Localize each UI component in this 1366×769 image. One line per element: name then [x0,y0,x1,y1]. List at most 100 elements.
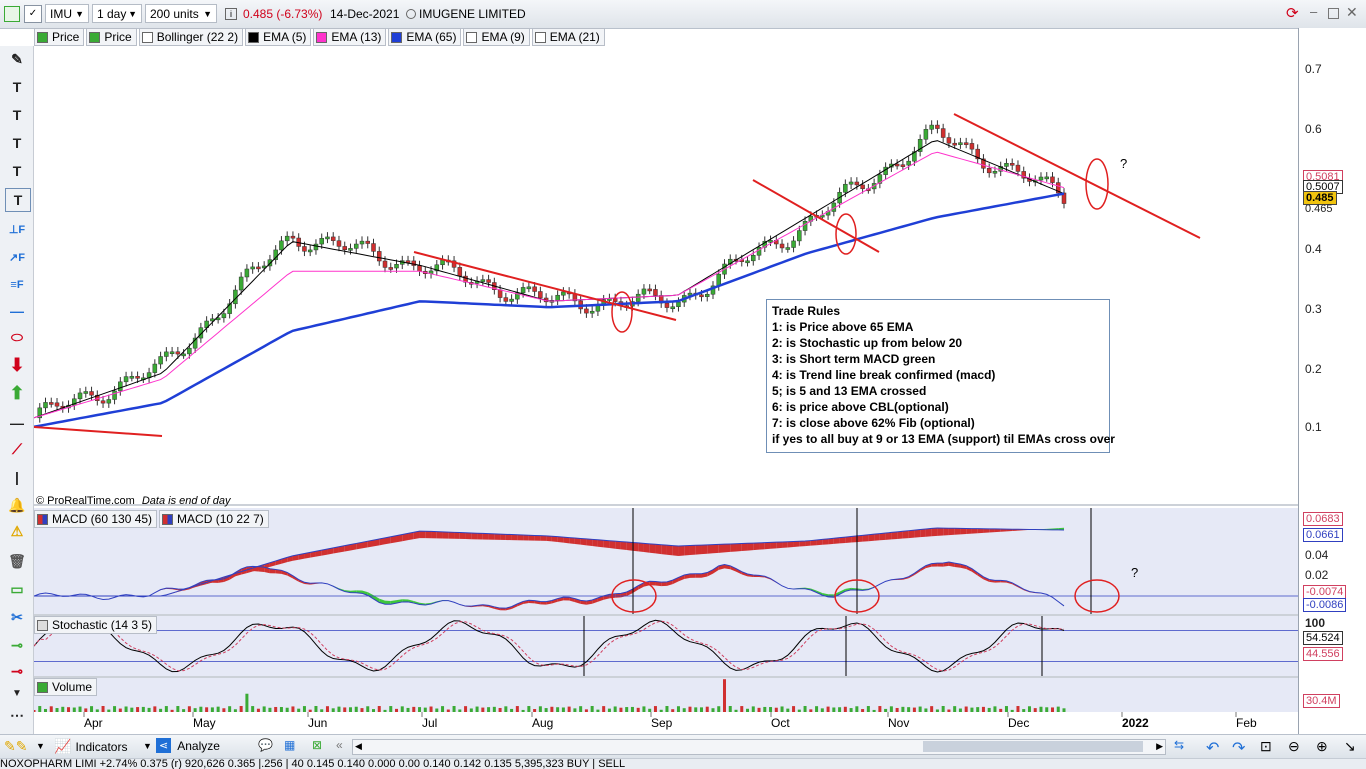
legend-swatch [535,32,546,43]
text-tool-icon[interactable]: T [5,132,29,154]
stochastic-tag: 44.556 [1303,647,1343,661]
date-label: Jun [308,716,327,730]
legend-item[interactable]: EMA (9) [463,28,529,46]
screener-icon[interactable]: ▦ [284,738,295,752]
app-menu-icon[interactable] [4,6,20,22]
chevron-down-icon: ▼ [203,9,212,19]
text-tool-icon[interactable]: T [5,76,29,98]
indicators-button[interactable]: 📈 Indicators [54,738,127,755]
volume-bar [44,709,47,712]
trash-icon[interactable]: 🗑 [5,550,29,572]
macd-legend-item[interactable]: MACD (10 22 7) [159,510,269,528]
channel-icon[interactable]: ≡F [5,274,29,296]
horizontal-ray-red-icon[interactable]: ⊸ [5,660,29,682]
candle [118,382,122,391]
fib-icon[interactable]: ⊥F [5,218,29,240]
legend-item[interactable]: Price [34,28,84,46]
text-box-icon[interactable]: T [5,188,31,212]
question-mark: ? [1120,156,1127,171]
symbol-selector[interactable]: IMU▼ [45,4,89,23]
scroll-right-arrow-icon[interactable]: ▶ [1156,741,1163,752]
chart-type-icon[interactable]: ✓ [24,5,42,23]
date-label: Jul [422,716,437,730]
text-tool-icon[interactable]: T [5,104,29,126]
pencil-icon[interactable]: ✎✎ [4,738,27,755]
candle [164,352,168,357]
stochastic-label: Stochastic (14 3 5) [52,618,152,632]
rectangle-icon[interactable]: ▭ [5,578,29,600]
zoom-out-icon[interactable]: ⊖ [1288,738,1300,755]
macd-fill [477,533,483,539]
units-selector[interactable]: 200 units▼ [145,4,217,23]
candle [245,269,249,277]
line-tool-icon[interactable]: — [5,300,29,322]
scissors-icon[interactable]: ✂ [5,606,29,628]
candle [377,251,381,261]
alert-list-icon[interactable]: ⚠ [5,520,29,542]
legend-swatch [142,32,153,43]
comment-icon[interactable]: 💬 [258,738,273,752]
horizontal-scrollbar[interactable]: ◀ ▶ [352,739,1166,755]
volume-bar [781,706,784,712]
candle [354,244,358,248]
undo-icon[interactable]: ↶ [1206,738,1219,758]
redo-icon[interactable]: ↷ [1232,738,1245,758]
alert-icon[interactable]: 🔔 [5,494,29,516]
drawing-toolbar: ✎ T T T T T ⊥F ↗F ≡F — ⬭ ⬇ ⬆ — ⟋ | 🔔 ⚠ 🗑… [0,46,34,736]
pencil-icon[interactable]: ✎ [5,48,29,70]
legend-item[interactable]: EMA (5) [245,28,311,46]
legend-item[interactable]: EMA (65) [388,28,461,46]
fit-icon[interactable]: ↘ [1344,738,1356,755]
fan-icon[interactable]: ↗F [5,246,29,268]
macd-fill [540,536,546,541]
info-icon[interactable]: i [225,8,237,20]
sync-icon[interactable]: ⟳ [1286,5,1304,23]
macd-legend-item[interactable]: MACD (60 130 45) [34,510,157,528]
volume-bar [804,706,807,712]
macd-fill [748,543,754,551]
volume-bar [522,710,525,712]
candle [935,125,939,129]
legend-item[interactable]: Bollinger (22 2) [139,28,243,46]
horizontal-ray-icon[interactable]: ⊸ [5,634,29,656]
volume-bar [723,679,726,712]
macd-fill [857,535,863,542]
down-arrow-icon[interactable]: ⬇ [5,354,29,376]
chevron-down-icon[interactable]: ▼ [36,741,45,751]
chevron-down-icon[interactable]: ▼ [143,741,152,751]
export-icon[interactable]: ⇆ [1174,738,1184,752]
zoom-box-icon[interactable]: ⊡ [1260,738,1272,755]
stochastic-legend-item[interactable]: Stochastic (14 3 5) [34,616,157,634]
more-icon[interactable]: ⋯ [5,704,29,726]
minimize-icon[interactable]: – [1310,4,1324,22]
legend-item[interactable]: Price [86,28,136,46]
text-tool-icon[interactable]: T [5,160,29,182]
legend-item[interactable]: EMA (13) [313,28,386,46]
volume-legend-item[interactable]: Volume [34,678,97,696]
candle [533,287,537,292]
ellipse-icon[interactable]: ⬭ [5,326,29,348]
macd-fill [627,542,633,551]
zoom-in-icon[interactable]: ⊕ [1316,738,1328,755]
date-label: Sep [651,716,673,730]
volume-bar [303,706,306,712]
volume-bar [280,707,283,712]
macd-fill [713,544,719,553]
up-arrow-icon[interactable]: ⬆ [5,382,29,404]
period-selector[interactable]: 1 day▼ [92,4,142,23]
trade-rule-line: 6: is price above CBL(optional) [772,399,1104,415]
maximize-icon[interactable] [1328,8,1339,19]
legend-item[interactable]: EMA (21) [532,28,605,46]
scrollbar-thumb[interactable] [923,741,1143,752]
analyze-button[interactable]: ⋖ Analyze [156,738,220,753]
macd-fill [771,542,777,549]
close-icon[interactable]: ✕ [1346,4,1360,22]
trendline-icon[interactable]: ⟋ [5,438,29,460]
scroll-left-icon[interactable]: « [336,738,343,752]
excel-icon[interactable]: ⊠ [312,738,322,752]
scroll-left-arrow-icon[interactable]: ◀ [355,741,362,752]
vline-icon[interactable]: | [5,466,29,488]
collapse-icon[interactable]: ▼ [5,682,29,704]
hline-icon[interactable]: — [5,412,29,434]
